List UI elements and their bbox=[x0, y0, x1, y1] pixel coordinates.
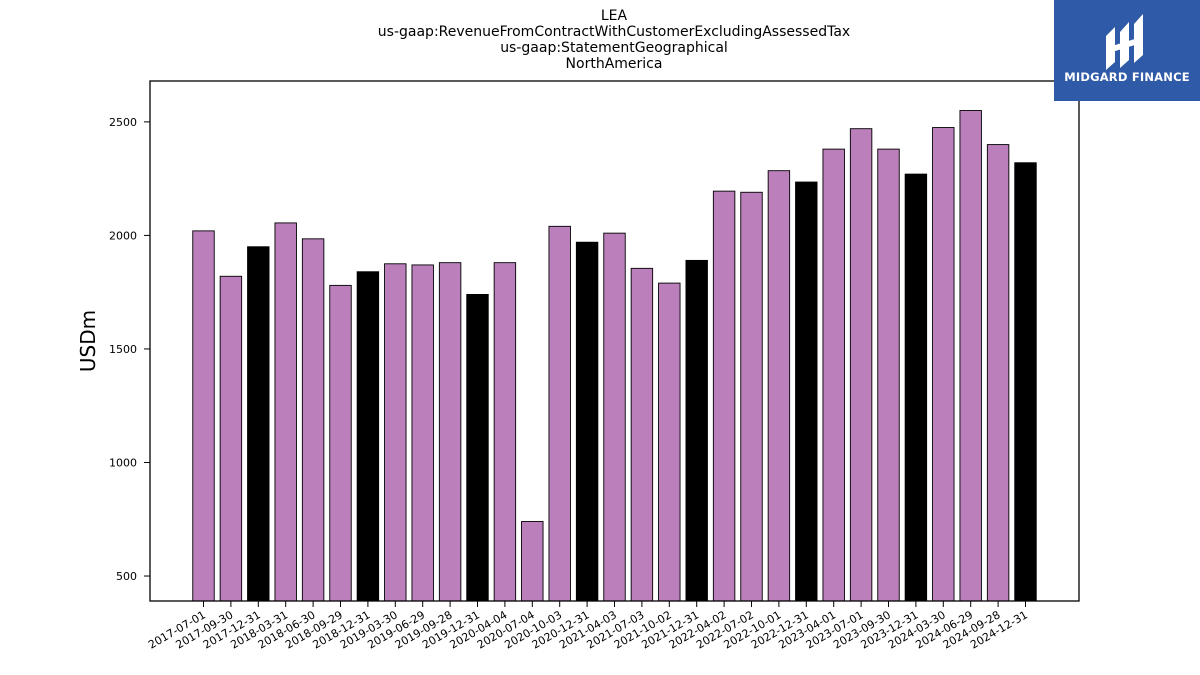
chart-title-line: us-gaap:RevenueFromContractWithCustomerE… bbox=[378, 24, 850, 40]
bar bbox=[849, 128, 873, 602]
chart-title-line: NorthAmerica bbox=[566, 56, 663, 72]
chart-title-line: us-gaap:StatementGeographical bbox=[500, 40, 728, 56]
y-tick-label: 500 bbox=[116, 570, 137, 583]
bar bbox=[192, 230, 215, 602]
y-tick-label: 2500 bbox=[109, 116, 137, 129]
bars-group bbox=[192, 110, 1037, 602]
bar bbox=[795, 181, 818, 602]
bar bbox=[767, 170, 791, 602]
bar bbox=[904, 173, 928, 602]
bar bbox=[219, 275, 243, 602]
bar bbox=[247, 246, 270, 602]
bar bbox=[356, 271, 380, 602]
bar bbox=[274, 222, 297, 602]
y-tick-label: 1000 bbox=[109, 456, 137, 469]
bar bbox=[1014, 162, 1037, 602]
bar bbox=[329, 284, 352, 602]
bar bbox=[548, 225, 571, 602]
x-axis: 2017-07-012017-09-302017-12-312018-03-31… bbox=[146, 601, 1030, 652]
bar bbox=[466, 294, 489, 602]
chart-title: LEAus-gaap:RevenueFromContractWithCustom… bbox=[378, 8, 850, 72]
logo-text: MIDGARD FINANCE bbox=[1064, 70, 1190, 84]
bar bbox=[658, 282, 681, 602]
bar bbox=[932, 127, 955, 602]
y-tick-label: 2000 bbox=[109, 229, 137, 242]
bar bbox=[438, 262, 462, 602]
y-axis-label: USDm bbox=[76, 310, 100, 372]
y-tick-label: 1500 bbox=[109, 343, 137, 356]
bar bbox=[877, 148, 900, 602]
bar bbox=[301, 238, 325, 602]
bar bbox=[603, 232, 626, 602]
chart-title-line: LEA bbox=[601, 8, 628, 24]
bar bbox=[630, 267, 654, 602]
bar bbox=[822, 148, 845, 602]
bar bbox=[959, 110, 982, 602]
y-axis: 500 1000 1500 2000 2500 bbox=[109, 116, 150, 583]
bar bbox=[575, 241, 599, 602]
midgard-finance-logo: MIDGARD FINANCE bbox=[1054, 0, 1200, 101]
bar bbox=[493, 262, 517, 602]
bar bbox=[384, 263, 407, 602]
bar bbox=[411, 264, 434, 602]
bar bbox=[685, 259, 708, 602]
bar bbox=[986, 144, 1010, 602]
bar bbox=[521, 521, 544, 602]
bar bbox=[712, 190, 736, 602]
midgard-m-logo-icon bbox=[1106, 14, 1143, 70]
bar bbox=[740, 191, 763, 602]
